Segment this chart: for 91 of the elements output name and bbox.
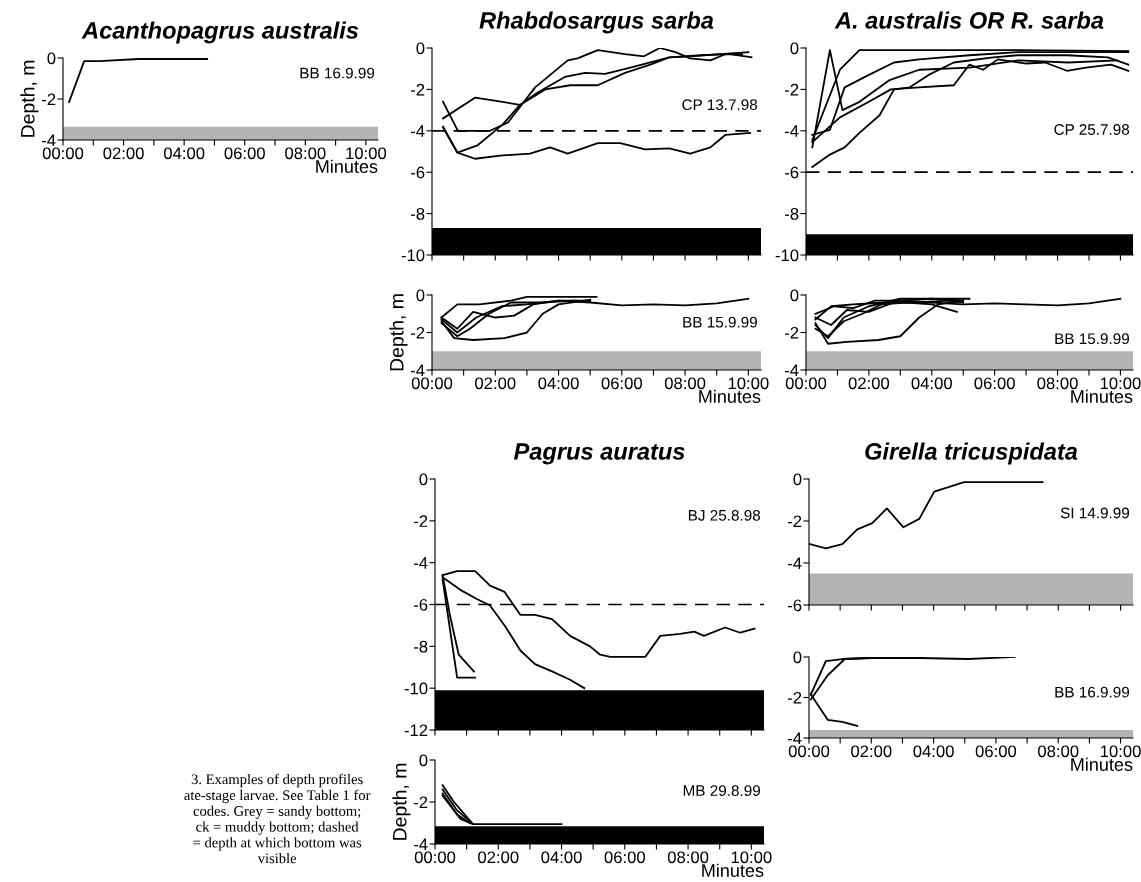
x-tick-label: 08:00: [1037, 377, 1078, 390]
x-tick-label: 04:00: [911, 377, 952, 390]
y-axis-title: Depth, m: [392, 763, 411, 840]
y-tick-label: -2: [410, 326, 425, 339]
annotation: CP 13.7.98: [682, 99, 758, 111]
y-tick-label: 0: [793, 473, 802, 486]
y-tick-label: -4: [410, 125, 425, 137]
x-axis-title: Minutes: [316, 159, 378, 173]
x-tick-label: 00:00: [788, 745, 830, 758]
x-axis-title: Minutes: [702, 863, 764, 877]
y-tick-label: -4: [413, 557, 428, 569]
y-tick-label: -6: [787, 599, 802, 612]
x-tick-label: 02:00: [103, 147, 144, 160]
y-tick-label: -4: [413, 838, 428, 851]
y-tick-label: -10: [401, 249, 425, 262]
x-tick-label: 08:00: [1038, 745, 1079, 758]
x-tick-label: 00:00: [411, 377, 453, 390]
x-tick-label: 06:00: [604, 851, 646, 864]
annotation: BB 16.9.99: [1055, 686, 1130, 698]
y-tick-label: -4: [787, 732, 802, 745]
x-tick-label: 06:00: [601, 377, 643, 390]
y-axis-title: Depth, m: [389, 294, 408, 371]
y-tick-label: -6: [413, 598, 428, 611]
x-tick-label: 06:00: [224, 147, 265, 160]
x-axis-title: Minutes: [1071, 757, 1133, 771]
annotation: CP 25.7.98: [1054, 124, 1130, 135]
y-tick-label: 0: [790, 289, 799, 302]
chart-title: Girella tricuspidata: [865, 442, 1078, 465]
y-tick-label: -12: [404, 724, 428, 737]
x-tick-label: 00:00: [42, 147, 84, 160]
x-tick-label: 06:00: [974, 377, 1015, 390]
x-tick-label: 04:00: [913, 745, 954, 758]
y-axis-title: Depth, m: [20, 60, 39, 137]
y-tick-label: -8: [413, 640, 428, 653]
y-tick-label: -2: [787, 691, 802, 704]
y-tick-label: -4: [787, 557, 802, 570]
y-tick-label: -2: [787, 515, 802, 528]
x-tick-label: 04:00: [541, 851, 582, 864]
chart-title: Pagrus auratus: [513, 443, 685, 465]
y-tick-label: 0: [419, 473, 428, 486]
chart-title: Acanthopagrus australis: [81, 21, 359, 44]
y-tick-label: -8: [410, 208, 425, 220]
x-axis-title: Minutes: [699, 389, 761, 403]
x-tick-label: 04:00: [163, 147, 205, 160]
annotation: BJ 25.8.98: [688, 509, 761, 521]
y-tick-label: -2: [784, 83, 799, 96]
y-tick-label: -2: [413, 515, 428, 527]
y-tick-label: -6: [410, 166, 425, 179]
x-tick-label: 04:00: [538, 377, 579, 390]
text: 3. Examples of depth profiles ate-stage larvae. See Table 1 for codes. Grey = sandy bottom; ck = muddy bottom; dashed = depth at which bottom was visible: [184, 773, 371, 864]
x-tick-label: 00:00: [785, 377, 827, 390]
x-tick-label: 10:00: [1100, 745, 1141, 758]
x-tick-label: 02:00: [478, 851, 519, 864]
y-tick-label: -2: [41, 93, 56, 106]
y-tick-label: 0: [790, 42, 799, 55]
y-tick-label: -10: [775, 249, 799, 262]
y-tick-label: -4: [41, 134, 56, 147]
x-tick-label: 06:00: [975, 745, 1017, 758]
y-tick-label: -10: [404, 682, 428, 695]
y-tick-label: -2: [410, 83, 425, 96]
y-tick-label: -2: [413, 796, 428, 809]
annotation: BB 15.9.99: [683, 316, 757, 328]
y-tick-label: 0: [419, 754, 428, 767]
x-tick-label: 08:00: [285, 147, 326, 160]
chart-title: Rhabdosargus sarba: [479, 11, 714, 34]
y-tick-label: -4: [410, 364, 425, 377]
y-tick-label: 0: [793, 651, 802, 664]
x-axis-title: Minutes: [1071, 389, 1133, 403]
annotation: SI 14.9.99: [1060, 507, 1130, 519]
y-tick-label: -6: [784, 166, 799, 179]
x-tick-label: 08:00: [664, 377, 706, 390]
x-tick-label: 02:00: [848, 377, 890, 390]
y-tick-label: -4: [784, 125, 799, 137]
x-tick-label: 08:00: [667, 851, 709, 864]
y-tick-label: -4: [784, 364, 799, 377]
x-tick-label: 10:00: [346, 147, 387, 160]
x-tick-label: 10:00: [1100, 377, 1141, 390]
x-tick-label: 10:00: [731, 851, 772, 864]
annotation: BB 16.9.99: [300, 67, 375, 79]
y-tick-label: -8: [784, 208, 799, 220]
x-tick-label: 10:00: [728, 377, 769, 390]
annotation: BB 15.9.99: [1055, 333, 1130, 345]
chart-title: A. australis OR R. sarba: [834, 11, 1104, 29]
y-tick-label: 0: [416, 289, 425, 302]
y-tick-label: -2: [784, 326, 799, 339]
x-tick-label: 00:00: [414, 851, 456, 864]
y-tick-label: 0: [47, 52, 56, 65]
annotation: MB 29.8.99: [683, 785, 760, 797]
x-tick-label: 02:00: [475, 377, 516, 390]
x-tick-label: 02:00: [851, 745, 892, 758]
y-tick-label: 0: [416, 42, 425, 55]
